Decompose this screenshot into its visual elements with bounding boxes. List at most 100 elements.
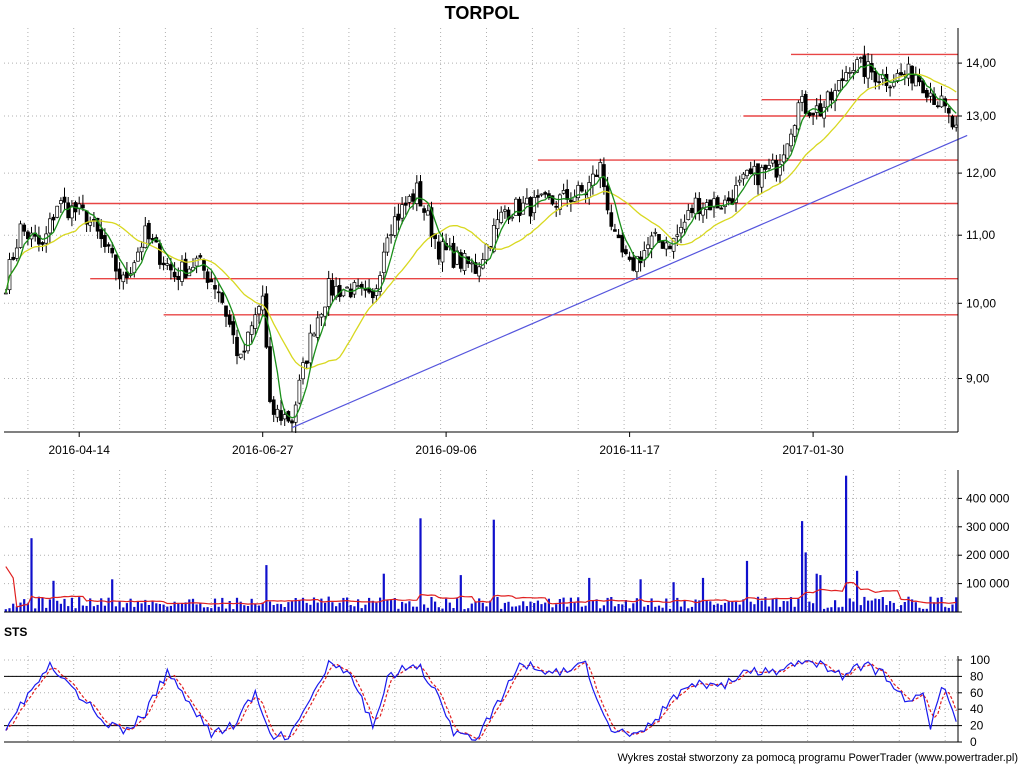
volume-bar: [305, 602, 308, 612]
volume-bar: [830, 607, 833, 612]
volume-bar: [4, 609, 7, 612]
price-tick-label: 9,00: [966, 372, 990, 386]
candle-body: [605, 185, 610, 211]
volume-bar: [463, 609, 466, 612]
candle-body: [939, 95, 944, 108]
candle-body: [550, 195, 555, 205]
volume-bar: [577, 597, 580, 612]
volume-bar: [243, 605, 246, 612]
volume-bar: [228, 601, 231, 612]
candle-body: [348, 288, 353, 298]
volume-bar: [467, 608, 470, 612]
volume-bar: [859, 605, 862, 612]
volume-bar: [650, 598, 653, 612]
candle-body: [158, 243, 162, 265]
candle-body: [323, 306, 327, 317]
volume-bar: [459, 575, 462, 612]
sma-fast-line: [5, 64, 957, 419]
candle-body: [745, 169, 749, 177]
candle-body: [653, 231, 658, 234]
candle-body: [3, 292, 8, 295]
volume-bar: [235, 597, 239, 612]
volume-bar: [885, 605, 888, 612]
candle-body: [209, 279, 214, 283]
candle-body: [921, 80, 925, 94]
volume-bar: [331, 602, 334, 612]
volume-bar: [118, 601, 121, 612]
volume-bar: [742, 599, 745, 612]
volume-bar: [320, 598, 323, 612]
candle-body: [624, 249, 628, 255]
volume-bar: [257, 605, 261, 612]
candle-body: [866, 61, 870, 79]
candle-body: [403, 202, 408, 206]
candle-body: [81, 204, 85, 209]
volume-bar: [929, 596, 932, 612]
candle-body: [514, 198, 518, 216]
candle-body: [62, 196, 67, 203]
volume-bar: [122, 607, 125, 612]
volume-tick-label: 400 000: [966, 491, 1010, 505]
volume-bar: [23, 599, 26, 612]
volume-bar: [239, 601, 242, 612]
candle-body: [671, 237, 676, 252]
candle-body: [440, 241, 445, 263]
candle-body: [414, 182, 419, 204]
volume-bar: [786, 601, 789, 612]
candle-body: [558, 194, 562, 210]
volume-bar: [676, 597, 679, 612]
volume-bar: [74, 608, 77, 612]
volume-bar: [823, 608, 826, 612]
candle-body: [194, 257, 199, 267]
volume-bar: [404, 603, 407, 612]
candle-body: [928, 92, 933, 97]
candle-body: [14, 247, 19, 259]
candle-body: [381, 251, 386, 273]
volume-bar: [914, 602, 917, 612]
volume-bar: [826, 607, 829, 612]
volume-bar: [441, 608, 444, 612]
volume-bar: [224, 608, 228, 612]
volume-bar: [184, 602, 187, 612]
stochastic-panel-label: STS: [4, 625, 27, 639]
candle-body: [536, 195, 540, 198]
candle-body: [506, 209, 511, 220]
candle-body: [451, 242, 456, 268]
candle-body: [712, 198, 716, 208]
volume-bar: [202, 607, 206, 612]
volume-bar: [30, 538, 33, 612]
volume-bar: [155, 603, 158, 612]
volume-bar: [712, 604, 716, 612]
sma-slow-line: [5, 73, 957, 370]
volume-bar: [213, 598, 217, 612]
volume-bar: [232, 609, 235, 612]
candle-body: [26, 231, 30, 240]
volume-bar: [940, 597, 943, 612]
volume-bar: [944, 607, 947, 612]
volume-bar: [81, 605, 84, 612]
volume-bar: [643, 606, 646, 612]
volume-bar: [290, 601, 294, 612]
candle-body: [392, 216, 397, 236]
volume-bar: [147, 605, 150, 612]
volume-bar: [474, 601, 477, 612]
candle-body: [759, 167, 764, 188]
volume-bar: [852, 601, 855, 612]
volume-bar: [874, 598, 877, 612]
candle-body: [778, 163, 782, 176]
volume-bar: [525, 606, 528, 612]
candle-body: [59, 200, 63, 205]
volume-bar: [500, 608, 503, 612]
volume-bar: [635, 598, 638, 612]
candle-body: [616, 234, 621, 239]
candle-body: [877, 81, 881, 83]
volume-bar: [936, 597, 939, 612]
date-tick-label: 2016-09-06: [415, 443, 477, 457]
volume-bar: [518, 605, 521, 612]
candle-body: [308, 332, 313, 364]
volume-bar: [947, 607, 950, 612]
stochastic-tick-label: 0: [970, 735, 977, 749]
volume-bar: [111, 579, 114, 612]
candle-body: [946, 108, 951, 114]
volume-bar: [848, 598, 851, 612]
